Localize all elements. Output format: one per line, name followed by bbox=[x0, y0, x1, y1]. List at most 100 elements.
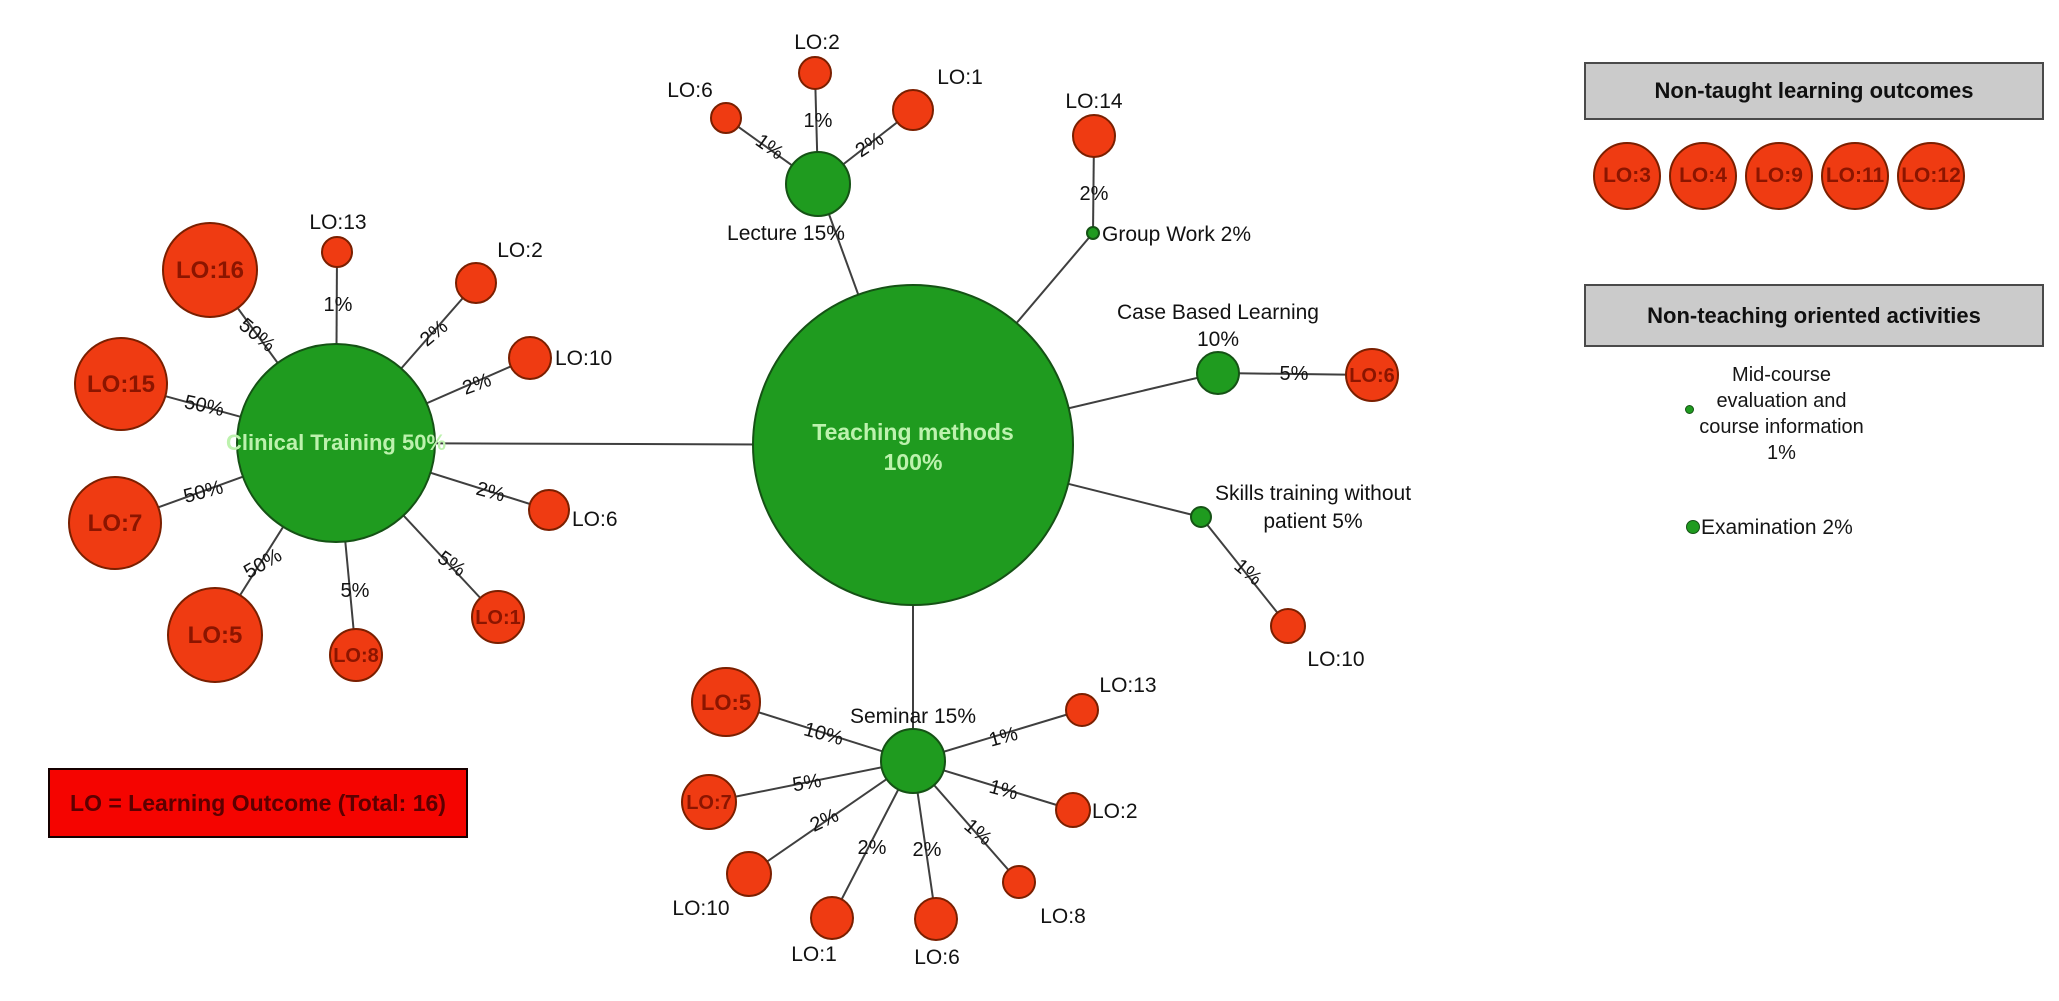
node-s6 bbox=[914, 897, 958, 941]
node-label-s8: LO:8 bbox=[1040, 905, 1086, 928]
node-label-clinical: Clinical Training 50% bbox=[226, 430, 446, 455]
edge-label-seminar-s1: 2% bbox=[858, 837, 887, 859]
mid-course-percent: 1% bbox=[1767, 442, 1796, 464]
node-label-sk10: LO:10 bbox=[1307, 648, 1364, 671]
node-label-s2: LO:2 bbox=[1092, 800, 1138, 823]
edge-label-clinical-c8: 5% bbox=[341, 580, 370, 602]
node-label-s13: LO:13 bbox=[1099, 674, 1156, 697]
edge-label-clinical-c16: 50% bbox=[234, 314, 279, 357]
node-label-c5: LO:5 bbox=[188, 622, 243, 649]
node-label-c16: LO:16 bbox=[176, 257, 244, 284]
edge-seminar-s10 bbox=[748, 760, 914, 875]
non-taught-outcome-circle: LO:11 bbox=[1821, 142, 1889, 210]
edge-label-seminar-s13: 1% bbox=[987, 723, 1021, 752]
non-taught-header: Non-taught learning outcomes bbox=[1584, 62, 2044, 120]
edge-label-clinical-c10: 2% bbox=[460, 369, 495, 400]
node-s2 bbox=[1055, 792, 1091, 828]
non-taught-title: Non-taught learning outcomes bbox=[1654, 78, 1974, 103]
node-c10 bbox=[508, 336, 552, 380]
node-c8 bbox=[329, 628, 383, 682]
node-casebased bbox=[1196, 351, 1240, 395]
edge-label-seminar-s5: 10% bbox=[801, 718, 846, 750]
node-lecture bbox=[785, 151, 851, 217]
node-label-c15: LO:15 bbox=[87, 371, 155, 398]
node-label-le1: LO:1 bbox=[937, 66, 983, 89]
edge-label-clinical-c7: 50% bbox=[181, 476, 226, 508]
edge-label-clinical-c5: 50% bbox=[240, 544, 286, 583]
node-label-s5: LO:5 bbox=[701, 690, 751, 715]
node-skills bbox=[1190, 506, 1212, 528]
node-c13 bbox=[321, 236, 353, 268]
node-groupwork bbox=[1086, 226, 1100, 240]
node-label-lecture: Lecture 15% bbox=[727, 222, 845, 245]
mid-course-label: Mid-course evaluation and course informa… bbox=[1699, 364, 1864, 438]
node-label-cb6: LO:6 bbox=[1349, 365, 1395, 387]
legend-label: LO = Learning Outcome (Total: 16) bbox=[70, 789, 446, 816]
node-label-c7: LO:7 bbox=[88, 510, 143, 537]
non-teaching-title: Non-teaching oriented activities bbox=[1647, 302, 1981, 328]
examination-percent: 2% bbox=[1822, 516, 1853, 539]
node-label-s6: LO:6 bbox=[914, 946, 960, 969]
node-c5 bbox=[167, 587, 263, 683]
node-seminar bbox=[880, 728, 946, 794]
node-c16 bbox=[162, 222, 258, 318]
node-cb6 bbox=[1345, 348, 1399, 402]
node-label-c10: LO:10 bbox=[555, 347, 612, 370]
examination-label: Examination bbox=[1701, 516, 1817, 539]
node-label-le2: LO:2 bbox=[794, 31, 840, 54]
legend-box: LO = Learning Outcome (Total: 16) bbox=[48, 768, 468, 838]
node-label-c13: LO:13 bbox=[309, 211, 366, 234]
examination-dot bbox=[1686, 520, 1700, 534]
node-label-le6: LO:6 bbox=[667, 79, 713, 102]
node-c2 bbox=[455, 262, 497, 304]
edge-label-clinical-c13: 1% bbox=[324, 294, 353, 316]
edge-label-casebased-cb6: 5% bbox=[1280, 363, 1309, 385]
node-label-g14: LO:14 bbox=[1065, 90, 1123, 113]
edge-seminar-s7 bbox=[708, 760, 914, 803]
node-clinical bbox=[236, 343, 436, 543]
node-sk10 bbox=[1270, 608, 1306, 644]
node-s7 bbox=[681, 774, 737, 830]
node-s8 bbox=[1002, 865, 1036, 899]
examination-activity: Examination 2% bbox=[1701, 515, 1853, 540]
edge-label-seminar-s6: 2% bbox=[913, 839, 942, 861]
node-label-groupwork: Group Work 2% bbox=[1102, 223, 1251, 246]
node-label-c2: LO:2 bbox=[497, 239, 543, 262]
node-s5 bbox=[691, 667, 761, 737]
edge-label-groupwork-g14: 2% bbox=[1080, 183, 1109, 205]
node-teaching bbox=[752, 284, 1074, 606]
node-label-casebased: Case Based Learning 10% bbox=[1117, 301, 1319, 351]
edge-label-clinical-c15: 50% bbox=[182, 391, 226, 421]
mid-course-dot bbox=[1685, 405, 1694, 414]
node-label-skills: Skills training without patient 5% bbox=[1215, 482, 1411, 533]
non-taught-outcome-circle: LO:12 bbox=[1897, 142, 1965, 210]
edge-skills-sk10 bbox=[1200, 516, 1289, 627]
edge-label-seminar-s2: 1% bbox=[987, 776, 1021, 805]
non-teaching-header: Non-teaching oriented activities bbox=[1584, 284, 2044, 347]
node-g14 bbox=[1072, 114, 1116, 158]
node-label-s10: LO:10 bbox=[672, 897, 729, 920]
node-label-c1: LO:1 bbox=[475, 607, 521, 629]
node-label-s7: LO:7 bbox=[686, 792, 732, 814]
node-s13 bbox=[1065, 693, 1099, 727]
node-c15 bbox=[74, 337, 168, 431]
edge-label-lecture-le2: 1% bbox=[804, 110, 833, 132]
node-le6 bbox=[710, 102, 742, 134]
node-label-s1: LO:1 bbox=[791, 943, 837, 966]
node-label-seminar: Seminar 15% bbox=[850, 705, 976, 728]
non-taught-outcome-circle: LO:4 bbox=[1669, 142, 1737, 210]
non-taught-outcome-circle: LO:9 bbox=[1745, 142, 1813, 210]
node-label-c8: LO:8 bbox=[333, 645, 379, 667]
mid-course-activity: Mid-course evaluation and course informa… bbox=[1689, 362, 1874, 466]
node-s10 bbox=[726, 851, 772, 897]
non-taught-outcome-circle: LO:3 bbox=[1593, 142, 1661, 210]
non-taught-circles-row: LO:3 LO:4 LO:9 LO:11 LO:12 bbox=[1593, 142, 1965, 210]
node-label-c6: LO:6 bbox=[572, 508, 618, 531]
node-c7 bbox=[68, 476, 162, 570]
edge-label-clinical-c6: 2% bbox=[474, 478, 508, 507]
node-c1 bbox=[471, 590, 525, 644]
node-label-teaching: Teaching methods 100% bbox=[812, 419, 1014, 475]
node-le2 bbox=[798, 56, 832, 90]
